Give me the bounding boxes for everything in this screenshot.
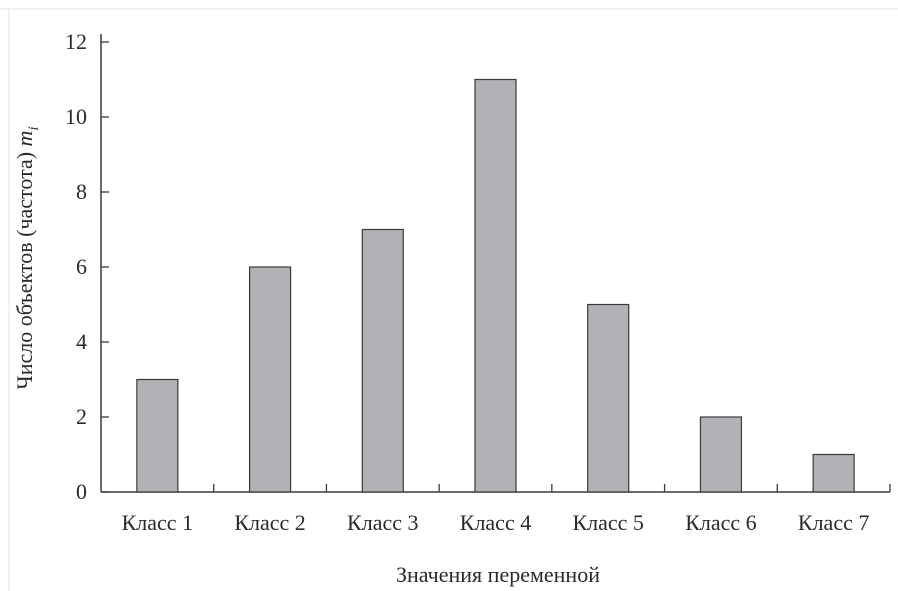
- y-tick-label: 2: [76, 404, 87, 429]
- y-axis: 0 2 4 6 8 10 12: [65, 29, 109, 504]
- y-axis-title: Число объектов (частота) mi: [12, 126, 42, 389]
- x-tick-label: Класс 5: [572, 510, 643, 535]
- y-tick-label: 8: [76, 179, 87, 204]
- bar: [361, 228, 404, 493]
- bar: [474, 78, 517, 493]
- bar: [587, 303, 630, 493]
- y-tick-label: 10: [65, 104, 87, 129]
- y-axis-title-sub: i: [26, 126, 42, 130]
- x-axis-title: Значения переменной: [396, 562, 600, 587]
- bar: [812, 453, 855, 493]
- y-axis-title-var: m: [12, 131, 37, 147]
- bars: [136, 78, 855, 493]
- bar: [248, 266, 292, 493]
- x-tick-labels: Класс 1 Класс 2 Класс 3 Класс 4 Класс 5 Класс…: [122, 510, 870, 535]
- x-tick-label: Класс 1: [122, 510, 193, 535]
- y-axis-title-text: Число объектов (частота): [12, 152, 37, 390]
- y-tick-label: 12: [65, 29, 87, 54]
- x-tick-label: Класс 7: [798, 510, 869, 535]
- y-tick-label: 4: [76, 329, 87, 354]
- bar: [136, 378, 179, 493]
- x-tick-label: Класс 2: [234, 510, 305, 535]
- bar: [699, 416, 743, 493]
- x-tick-label: Класс 4: [460, 510, 531, 535]
- y-tick-label: 0: [76, 479, 87, 504]
- x-tick-label: Класс 3: [347, 510, 418, 535]
- y-tick-label: 6: [76, 254, 87, 279]
- x-tick-label: Класс 6: [685, 510, 756, 535]
